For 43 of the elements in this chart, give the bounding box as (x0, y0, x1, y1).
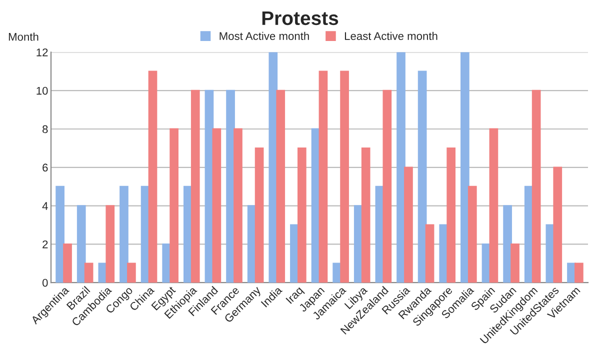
bar (318, 70, 328, 283)
bar (63, 244, 72, 283)
bar (404, 166, 413, 283)
y-tick-label: 8 (42, 125, 48, 134)
legend-label: Most Active month (220, 32, 309, 40)
bar (148, 70, 158, 283)
bar (503, 205, 512, 283)
bar (212, 128, 222, 283)
y-axis-title: Month (8, 32, 38, 41)
bar (76, 205, 86, 283)
y-tick-label: 6 (42, 164, 48, 172)
bar (532, 90, 541, 283)
bar (510, 244, 520, 283)
bar (446, 148, 456, 283)
bar (489, 128, 498, 283)
bar (84, 262, 94, 283)
y-tick-label: 4 (42, 202, 48, 210)
bar (361, 148, 370, 283)
bar (553, 166, 562, 283)
bar (190, 90, 200, 283)
legend-label: Least Active month (344, 32, 438, 40)
bar (340, 70, 349, 283)
y-tick-label: 2 (42, 240, 48, 248)
bar (276, 90, 286, 283)
bar (56, 186, 64, 283)
bar (297, 148, 306, 283)
bar (106, 205, 115, 283)
bar (127, 262, 136, 283)
bar (382, 90, 392, 283)
y-tick-label: 0 (42, 278, 48, 287)
bar (574, 262, 584, 283)
bar (460, 52, 470, 283)
bar (234, 128, 242, 283)
bar (468, 186, 477, 283)
y-tick-label: 10 (36, 86, 48, 95)
bar (254, 148, 264, 283)
bar (120, 186, 128, 283)
bar (396, 52, 406, 283)
bar (418, 70, 427, 283)
chart-title: Protests (262, 12, 338, 26)
bar (170, 128, 178, 283)
bar (425, 224, 434, 283)
y-tick-label: 12 (36, 48, 48, 56)
